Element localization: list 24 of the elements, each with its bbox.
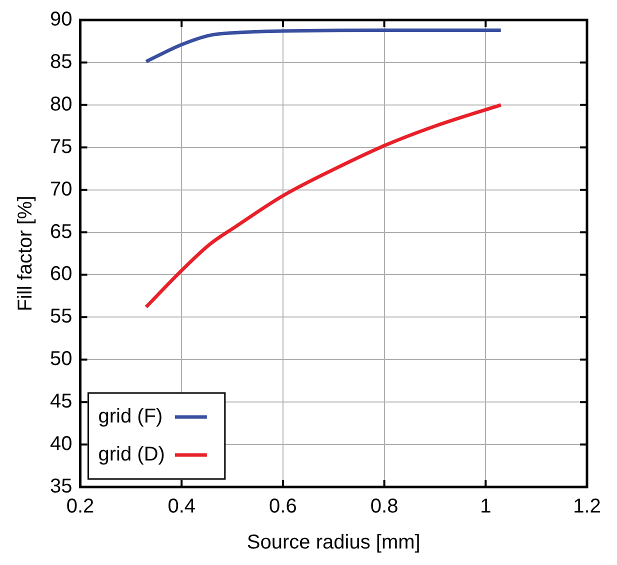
y-tick-label: 50 (50, 348, 72, 370)
line-series (144, 28, 503, 64)
y-tick-label: 60 (50, 263, 72, 286)
y-tick-label: 70 (50, 178, 72, 200)
y-tick-label: 90 (50, 8, 72, 31)
y-tick-label: 65 (50, 220, 72, 243)
y-tick-label: 80 (50, 93, 72, 116)
y-tick-label: 40 (50, 433, 72, 456)
y-axis-title: Fill factor [%] (14, 196, 37, 312)
x-tick-label: 0.2 (66, 496, 94, 518)
x-tick-label: 0.4 (168, 496, 196, 518)
y-tick-label: 55 (50, 306, 72, 328)
x-tick-label: 1.2 (573, 496, 601, 518)
x-axis-title: Source radius [mm] (246, 532, 420, 554)
y-tick-label: 85 (50, 50, 72, 73)
y-tick-label: 75 (50, 136, 72, 158)
y-tick-label: 35 (50, 476, 72, 498)
x-tick-label: 1 (480, 496, 492, 518)
y-tick-label: 45 (50, 390, 72, 413)
legend-label: grid (F) (98, 406, 163, 428)
x-tick-label: 0.6 (269, 496, 297, 518)
line-series (144, 103, 503, 309)
x-tick-label: 0.8 (370, 496, 398, 518)
legend-label: grid (D) (98, 444, 165, 466)
